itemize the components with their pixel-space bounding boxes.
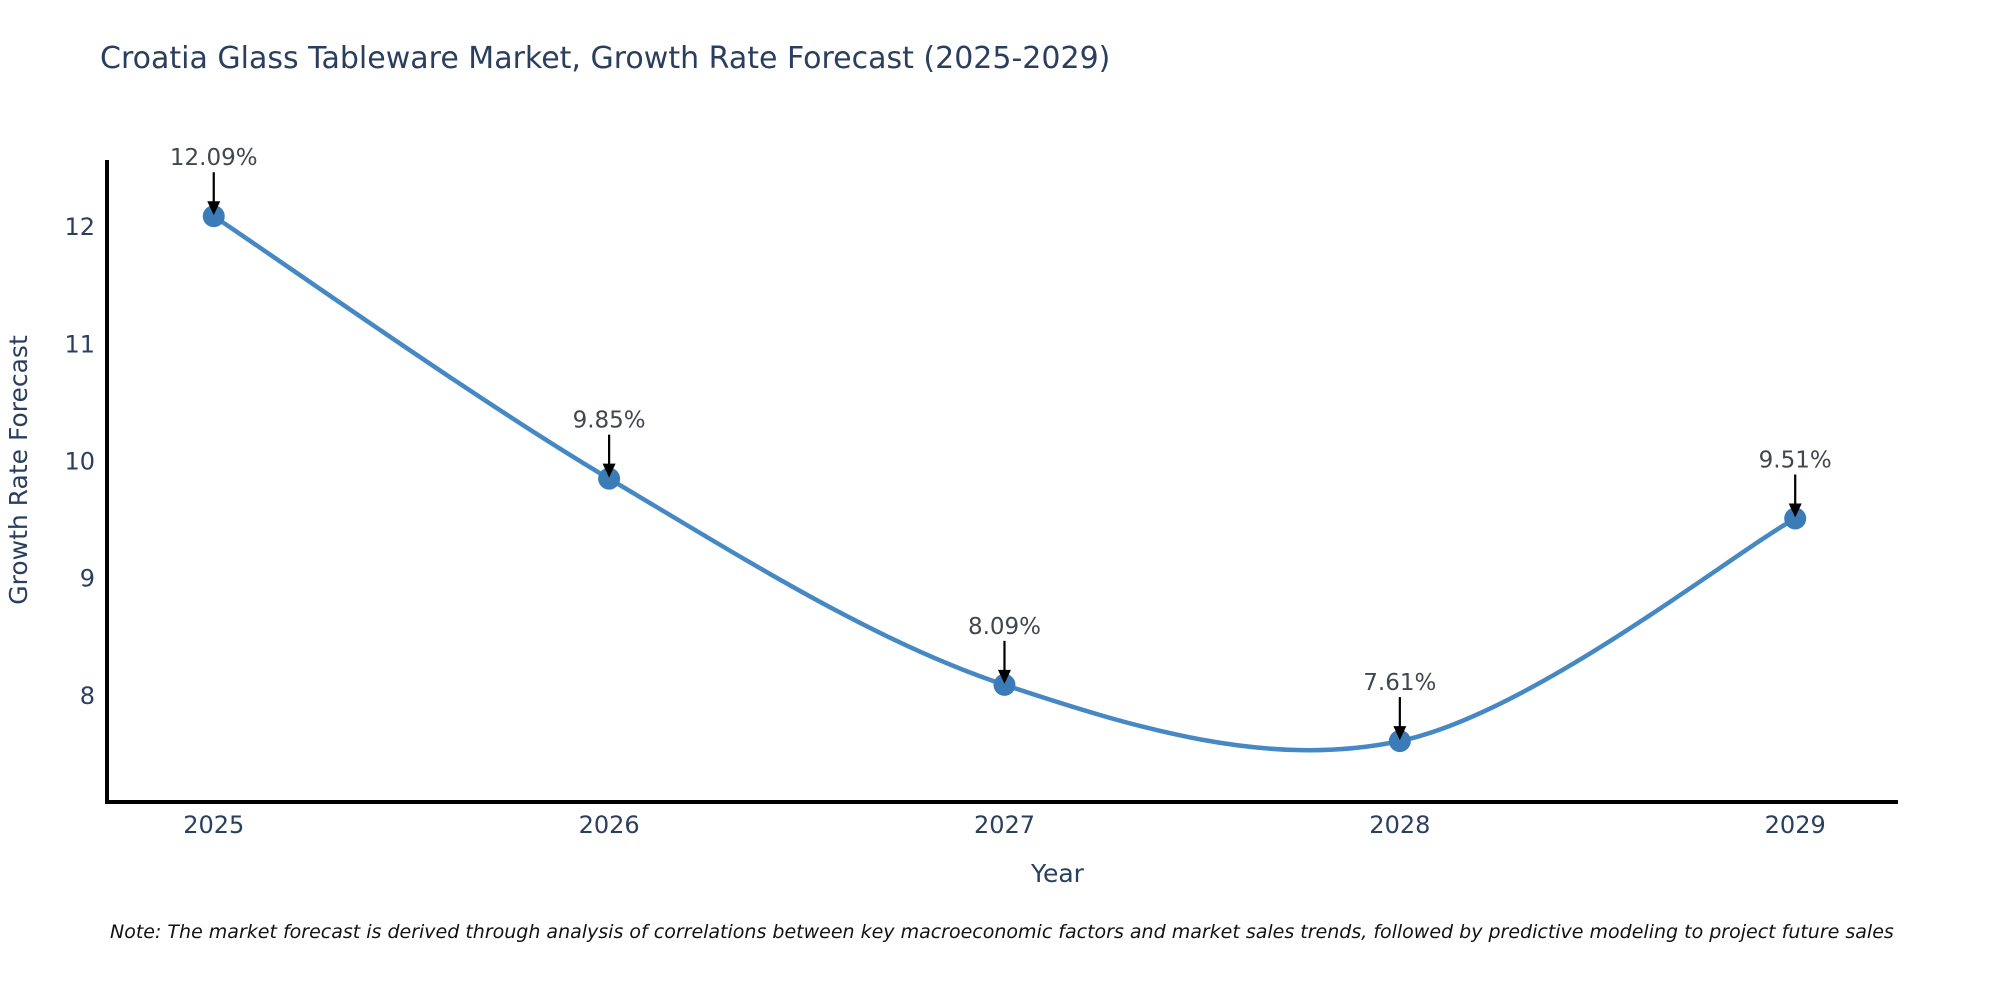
x-tick-label: 2026 [579, 811, 640, 839]
y-tick-label: 12 [64, 213, 95, 241]
annotation-arrowhead-icon [207, 201, 221, 216]
annotation-arrowhead-icon [997, 669, 1011, 684]
y-tick-label: 9 [80, 565, 95, 593]
data-point-label: 9.85% [573, 408, 646, 434]
annotation-arrowhead-icon [602, 463, 616, 478]
data-point-marker [598, 467, 621, 490]
data-point-marker [993, 673, 1016, 696]
data-point-label: 7.61% [1363, 670, 1436, 696]
chart-title: Croatia Glass Tableware Market, Growth R… [100, 41, 1111, 76]
data-point-label: 8.09% [968, 614, 1041, 640]
y-tick-label: 8 [80, 682, 95, 710]
data-point-marker [1388, 730, 1411, 753]
x-tick-label: 2029 [1765, 811, 1826, 839]
chart-footnote: Note: The market forecast is derived thr… [110, 921, 1894, 943]
annotation-arrowhead-icon [1788, 503, 1802, 518]
annotation-arrowhead-icon [1393, 726, 1407, 741]
y-axis-title: Growth Rate Forecast [4, 335, 33, 605]
y-tick-label: 10 [64, 447, 95, 475]
x-tick-label: 2025 [183, 811, 244, 839]
data-point-label: 9.51% [1759, 447, 1832, 473]
data-point-marker [202, 205, 225, 228]
x-axis-title: Year [1030, 859, 1085, 888]
x-tick-label: 2027 [974, 811, 1035, 839]
x-tick-label: 2028 [1369, 811, 1430, 839]
data-point-marker [1784, 507, 1807, 530]
y-tick-label: 11 [64, 330, 95, 358]
data-point-label: 12.09% [170, 145, 258, 171]
